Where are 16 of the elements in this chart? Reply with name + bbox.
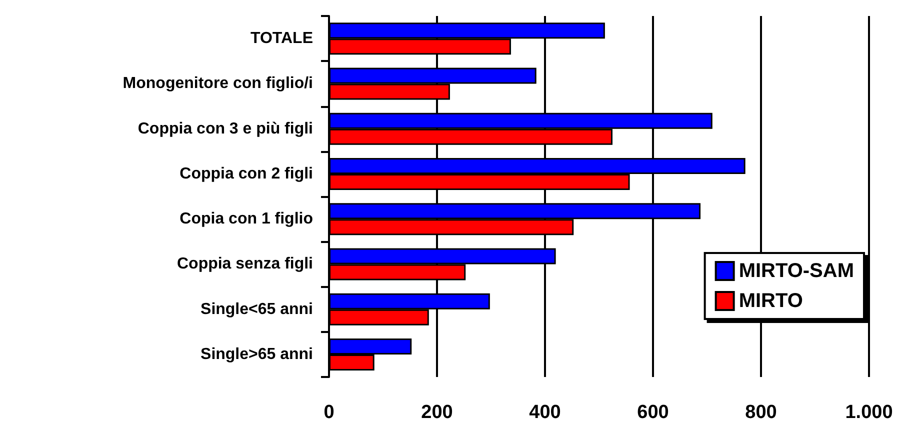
y-tick-label: Coppia senza figli <box>176 256 313 273</box>
y-tick-label: TOTALE <box>250 30 314 48</box>
x-tick-label: 0 <box>324 402 334 423</box>
y-tick-label: Single>65 anni <box>200 346 313 363</box>
y-tick-label: Monogenitore con figlio/i <box>122 75 313 92</box>
legend-label: MIRTO-SAM <box>738 260 854 282</box>
x-tick-label: 400 <box>529 402 561 423</box>
x-tick-label: 600 <box>637 402 669 423</box>
y-tick-label: Single<65 anni <box>200 300 313 318</box>
x-tick-label: 800 <box>745 402 777 423</box>
y-tick-label: Copia con 1 figlio <box>180 210 314 228</box>
x-tick-label: 200 <box>421 402 453 423</box>
y-tick-label: Coppia con 3 e più figli <box>138 120 313 138</box>
x-tick-label: 1.000 <box>845 402 893 423</box>
y-tick-label: Coppia con 2 figli <box>180 165 313 182</box>
legend-label: MIRTO <box>738 290 803 312</box>
